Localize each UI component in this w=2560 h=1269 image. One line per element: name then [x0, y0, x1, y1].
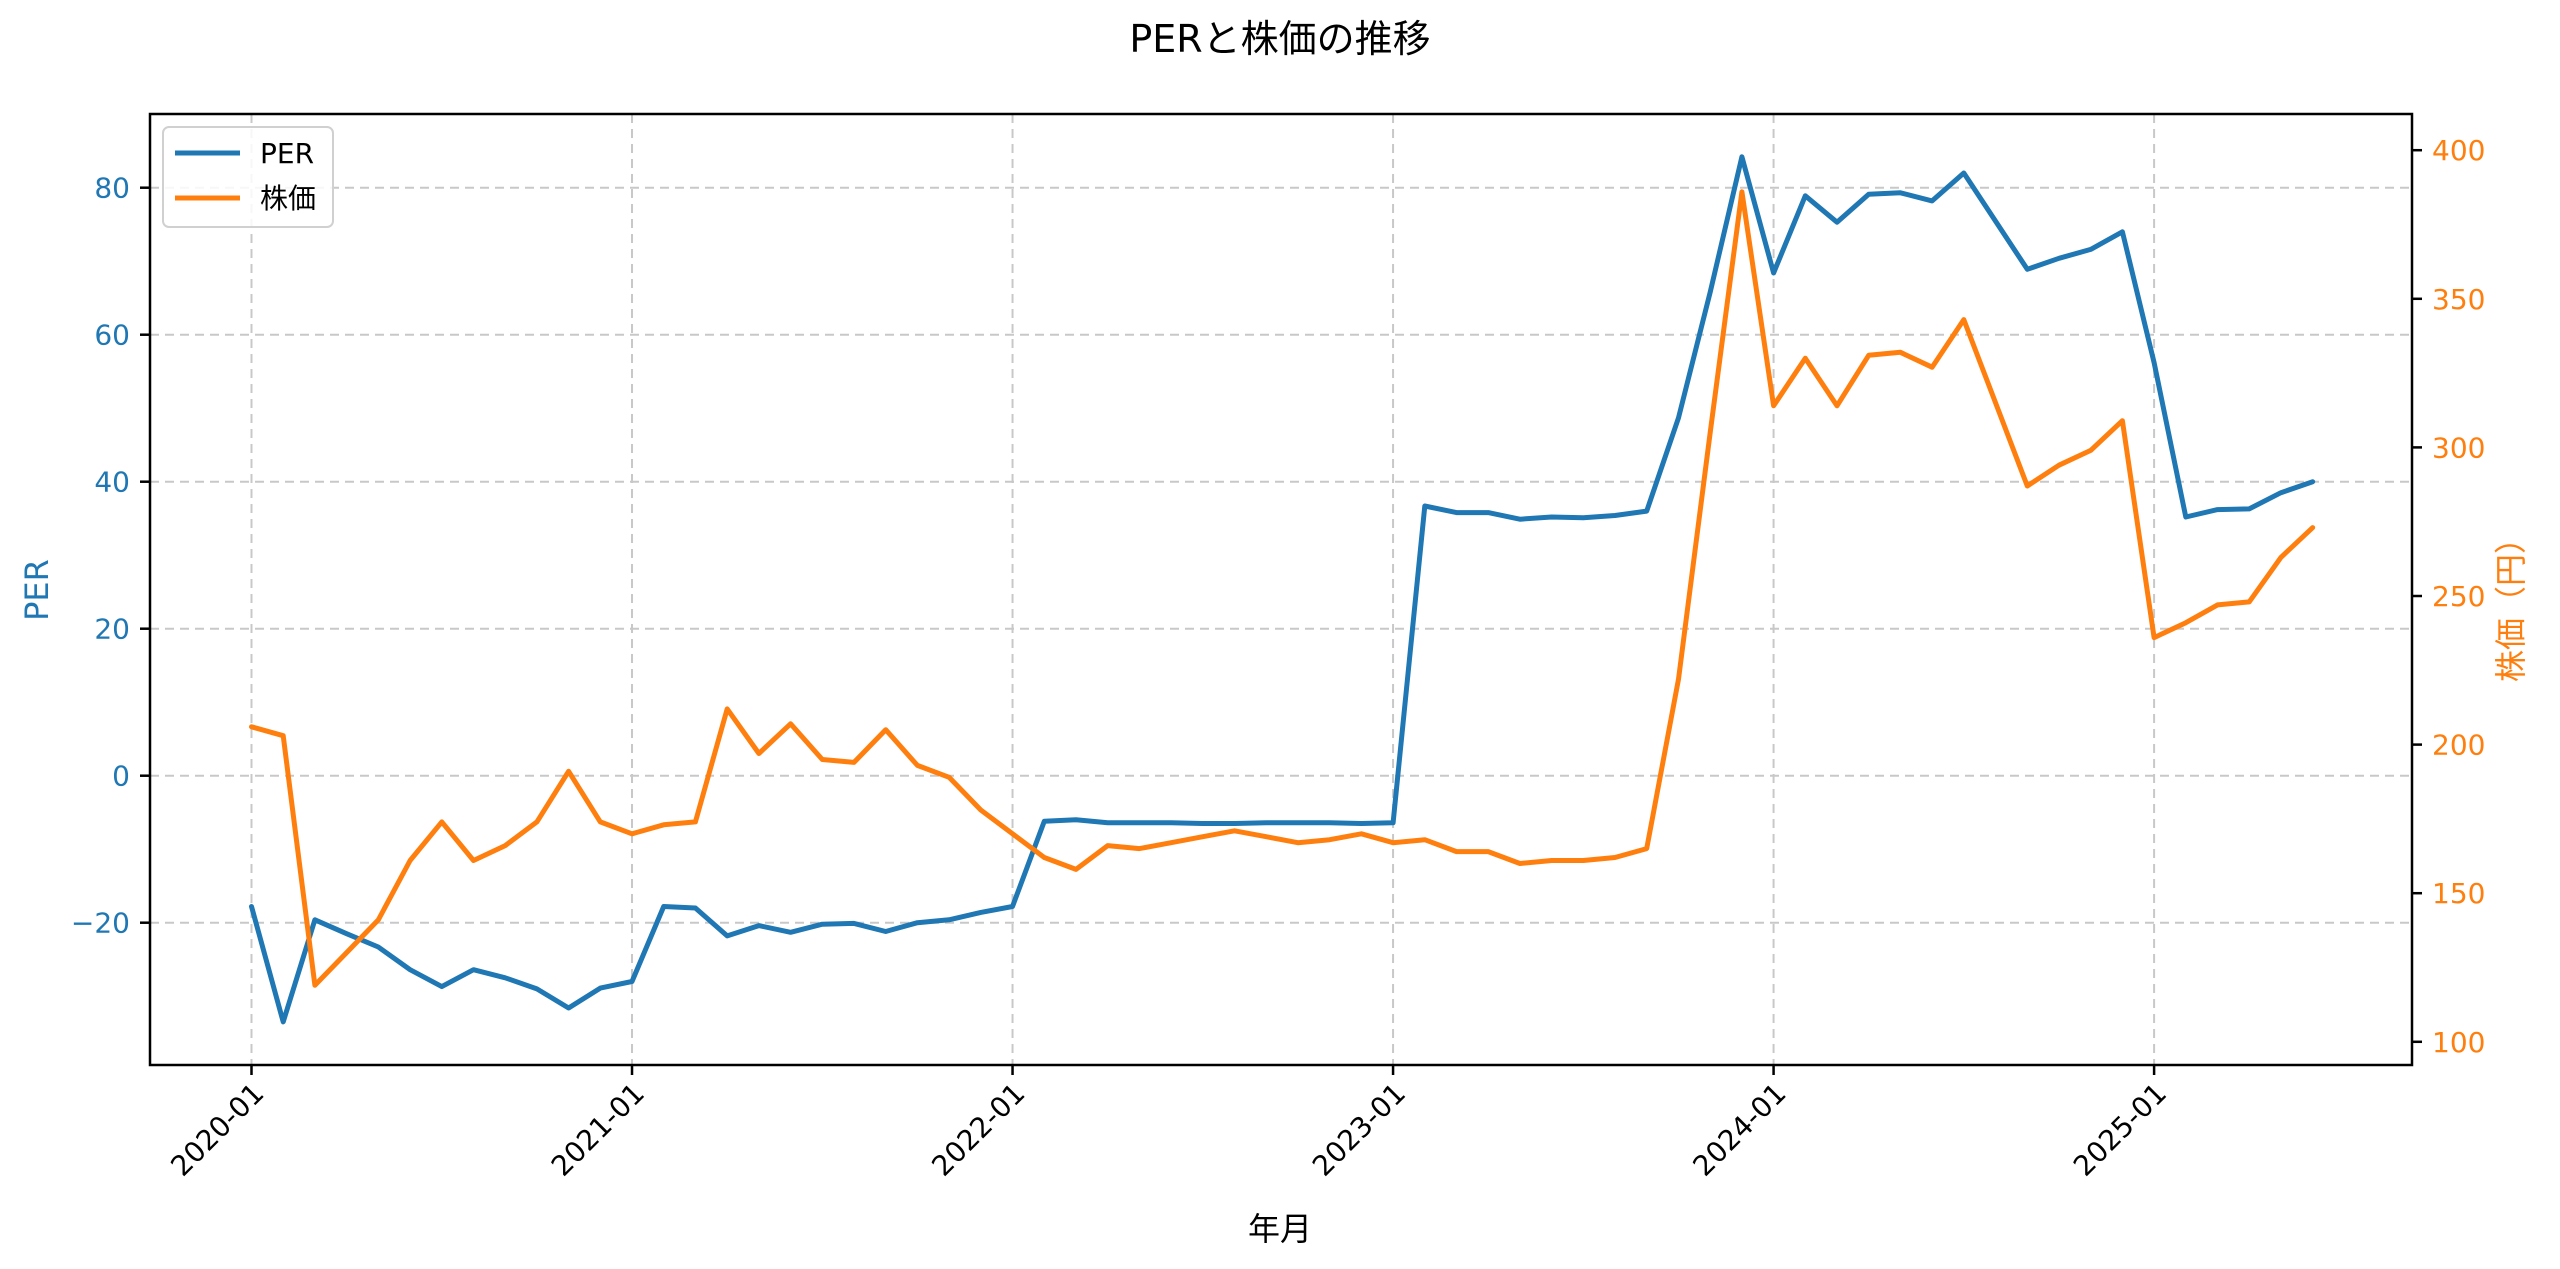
right-axis-label: 株価（円）	[2492, 522, 2530, 682]
right-tick-label: 350	[2432, 283, 2485, 316]
per-line	[249, 154, 2316, 1025]
plot-frame	[148, 112, 2414, 1067]
legend: PER 株価	[162, 126, 334, 228]
right-tick-label: 250	[2432, 580, 2485, 613]
left-tick-label: 40	[94, 466, 130, 499]
left-axis-ticks: 80 60 40 20 0 −20	[71, 172, 150, 940]
right-tick-label: 300	[2432, 431, 2485, 464]
right-tick-label: 200	[2432, 729, 2485, 762]
x-tick-label: 2024-01	[1686, 1077, 1792, 1183]
left-tick-label: 60	[94, 319, 130, 352]
x-axis-ticks: 2020-01 2021-01 2022-01 2023-01 2024-01 2025-…	[164, 1065, 2173, 1183]
left-tick-label: 80	[94, 172, 130, 205]
legend-label-per: PER	[260, 137, 314, 170]
x-tick-label: 2025-01	[2067, 1077, 2173, 1183]
price-line	[249, 189, 2316, 988]
right-tick-label: 400	[2432, 134, 2485, 167]
x-tick-label: 2022-01	[925, 1077, 1031, 1183]
left-tick-label: 20	[94, 613, 130, 646]
right-axis-ticks: 400 350 300 250 200 150 100	[2412, 134, 2485, 1059]
x-tick-label: 2023-01	[1306, 1077, 1412, 1183]
plot-series	[249, 154, 2316, 1025]
right-tick-label: 100	[2432, 1026, 2485, 1059]
x-tick-label: 2020-01	[164, 1077, 270, 1183]
legend-label-price: 株価	[260, 182, 316, 215]
left-axis-label: PER	[18, 559, 56, 621]
left-tick-label: 0	[112, 760, 130, 793]
grid-lines	[150, 114, 2412, 1065]
chart-title: PERと株価の推移	[1129, 17, 1430, 61]
right-tick-label: 150	[2432, 877, 2485, 910]
x-axis-label: 年月	[1248, 1210, 1312, 1248]
x-tick-label: 2021-01	[545, 1077, 651, 1183]
left-tick-label: −20	[71, 907, 130, 940]
